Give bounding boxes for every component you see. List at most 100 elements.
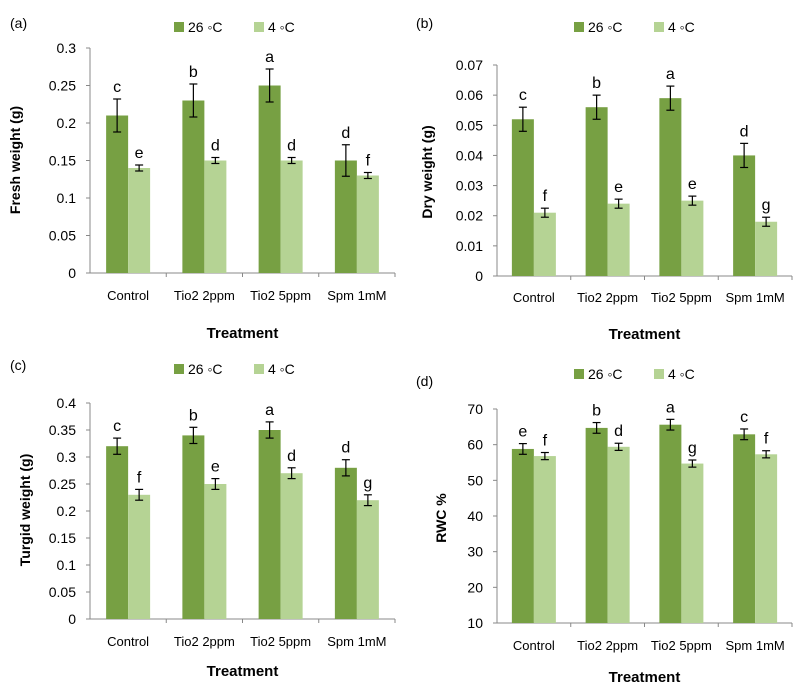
x-axis-title: Treatment: [609, 326, 681, 343]
legend-label-1: 4 ◦C: [668, 366, 695, 382]
bar-1-1: [607, 203, 630, 276]
bar-0-3: [334, 467, 357, 619]
bar-0-0: [511, 448, 534, 623]
legend-swatch-1: [254, 22, 264, 32]
legend-label-0: 26 ◦C: [188, 19, 223, 35]
y-tick-label: 40: [467, 508, 483, 524]
bar-0-3: [733, 155, 756, 276]
bar-0-0: [106, 446, 129, 619]
bar-1-2: [681, 463, 704, 623]
x-tick-label: Spm 1mM: [327, 634, 386, 649]
x-tick-label: Tio2 5ppm: [651, 290, 712, 305]
legend-label-0: 26 ◦C: [588, 19, 623, 35]
significance-letter: g: [688, 440, 697, 457]
bar-0-3: [733, 434, 756, 623]
legend-swatch-1: [654, 22, 664, 32]
x-tick-label: Control: [513, 638, 555, 653]
bar-0-2: [659, 98, 682, 277]
y-axis-title: Turgid weight (g): [17, 454, 33, 567]
y-axis-title: RWC %: [433, 493, 449, 543]
bar-1-2: [681, 200, 704, 276]
bar-0-1: [585, 427, 608, 623]
significance-letter: c: [113, 79, 121, 96]
significance-letter: d: [740, 123, 749, 140]
x-tick-label: Tio2 5ppm: [250, 634, 311, 649]
y-tick-label: 0.05: [456, 117, 483, 133]
bar-1-2: [280, 473, 303, 619]
significance-letter: d: [211, 138, 220, 155]
significance-letter: a: [666, 399, 675, 416]
x-axis-title: Treatment: [609, 669, 681, 686]
significance-letter: d: [341, 125, 350, 142]
significance-letter: f: [137, 469, 142, 486]
legend-label-1: 4 ◦C: [668, 19, 695, 35]
significance-letter: c: [740, 409, 748, 426]
x-tick-label: Spm 1mM: [726, 290, 785, 305]
legend-swatch-1: [254, 364, 264, 374]
x-tick-label: Control: [107, 288, 149, 303]
y-axis-title: Dry weight (g): [419, 125, 435, 218]
y-tick-label: 0.15: [49, 153, 76, 169]
y-tick-label: 0.03: [456, 178, 483, 194]
bar-0-0: [106, 115, 129, 273]
x-axis-title: Treatment: [207, 325, 279, 342]
bar-1-2: [280, 160, 303, 273]
legend-swatch-0: [174, 22, 184, 32]
x-tick-label: Tio2 5ppm: [250, 288, 311, 303]
bar-1-1: [204, 160, 227, 273]
significance-letter: a: [666, 66, 675, 83]
y-tick-label: 0.25: [49, 476, 76, 492]
bar-1-3: [356, 500, 379, 619]
bar-0-2: [659, 424, 682, 623]
y-tick-label: 0.05: [49, 228, 76, 244]
legend-swatch-0: [574, 22, 584, 32]
panel-label: (b): [416, 15, 433, 31]
bar-0-2: [258, 430, 281, 619]
x-tick-label: Tio2 2ppm: [577, 290, 638, 305]
significance-letter: b: [189, 64, 198, 81]
y-tick-label: 10: [467, 615, 483, 631]
legend-swatch-1: [654, 369, 664, 379]
significance-letter: d: [614, 423, 623, 440]
legend-label-0: 26 ◦C: [188, 361, 223, 377]
bar-0-3: [334, 160, 357, 273]
significance-letter: f: [543, 433, 548, 450]
bar-0-2: [258, 85, 281, 273]
significance-letter: e: [518, 424, 527, 441]
significance-letter: e: [135, 145, 144, 162]
significance-letter: c: [113, 418, 121, 435]
y-tick-label: 60: [467, 437, 483, 453]
significance-letter: f: [764, 431, 769, 448]
bar-1-1: [607, 446, 630, 623]
x-tick-label: Tio2 2ppm: [577, 638, 638, 653]
y-tick-label: 30: [467, 544, 483, 560]
panel-b: (b) 26 ◦C 4 ◦C 0 0.01 0.02 0.03 0.04 0.05 0.06 0.0…: [416, 15, 793, 343]
y-tick-label: 0.3: [57, 449, 77, 465]
x-tick-label: Tio2 5ppm: [651, 638, 712, 653]
legend-swatch-0: [174, 364, 184, 374]
y-tick-label: 0.05: [49, 584, 76, 600]
y-tick-label: 0.06: [456, 87, 483, 103]
bar-0-1: [182, 100, 205, 273]
panel-c: (c) 26 ◦C 4 ◦C 0 0.05 0.1 0.15 0.2 0.25 0.3 0.35 0.…: [10, 357, 396, 680]
panel-label: (a): [10, 15, 27, 31]
significance-letter: b: [592, 403, 601, 420]
significance-letter: e: [211, 459, 220, 476]
y-tick-label: 0.07: [456, 57, 483, 73]
significance-letter: g: [762, 197, 771, 214]
bar-1-3: [755, 221, 778, 276]
significance-letter: d: [341, 440, 350, 457]
bar-0-0: [511, 119, 534, 276]
bar-1-1: [204, 484, 227, 619]
significance-letter: b: [189, 407, 198, 424]
y-tick-label: 50: [467, 472, 483, 488]
x-tick-label: Spm 1mM: [726, 638, 785, 653]
y-tick-label: 0.1: [57, 557, 77, 573]
significance-letter: d: [287, 138, 296, 155]
y-tick-label: 0.35: [49, 422, 76, 438]
y-tick-label: 0.02: [456, 208, 483, 224]
panel-label: (c): [10, 357, 26, 373]
bar-1-3: [356, 175, 379, 273]
y-tick-label: 70: [467, 401, 483, 417]
